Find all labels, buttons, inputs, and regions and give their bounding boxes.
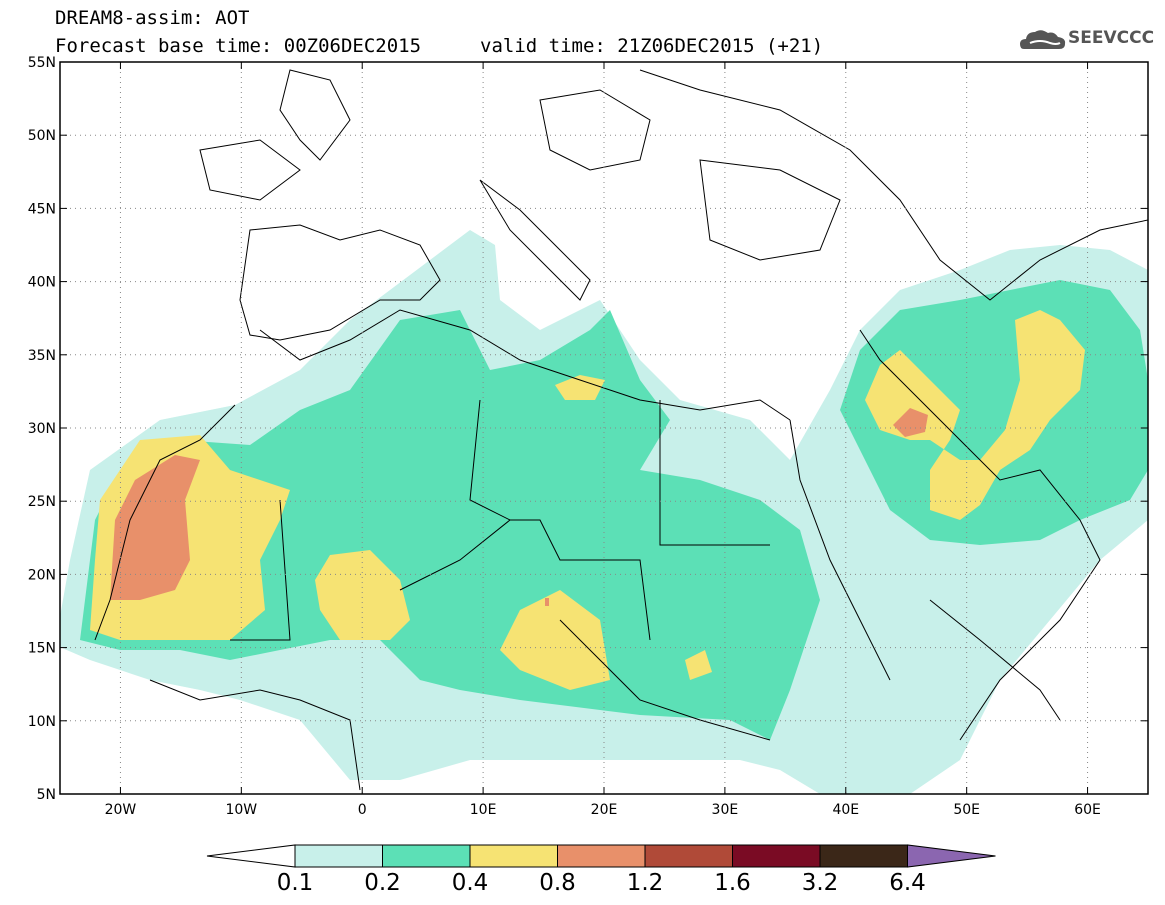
colorbar-segment [294, 844, 383, 868]
longitude-labels: 20W 10W 0 10E 20E 30E 40E 50E 60E [105, 802, 1101, 818]
lat-label: 40N [28, 275, 56, 291]
lon-label: 60E [1074, 802, 1101, 818]
cloud-icon [1020, 30, 1066, 49]
lon-label: 20W [105, 802, 137, 818]
colorbar-segment [819, 844, 908, 868]
lat-label: 20N [28, 567, 56, 583]
colorbar-segment [469, 844, 558, 868]
colorbar-label: 0.4 [451, 870, 489, 896]
lat-label: 35N [28, 348, 56, 364]
colorbar-right-arrow [907, 844, 996, 868]
lon-label: 30E [712, 802, 739, 818]
lon-label: 50E [953, 802, 980, 818]
colorbar-label: 1.6 [714, 870, 751, 896]
lat-label: 15N [28, 641, 56, 657]
lon-label: 40E [832, 802, 859, 818]
lat-label: 45N [28, 201, 56, 217]
lon-label: 10W [225, 802, 257, 818]
colorbar-segment [732, 844, 821, 868]
coastlines [94, 69, 1148, 791]
lat-label: 5N [37, 787, 56, 803]
lat-label: 25N [28, 494, 56, 510]
logo-text: SEEVCCC [1068, 28, 1155, 48]
colorbar-left-arrow [206, 844, 296, 868]
colorbar-segment [382, 844, 471, 868]
aot-contours [60, 230, 1148, 794]
colorbar-label: 0.2 [364, 870, 401, 896]
colorbar-segment [557, 844, 646, 868]
lon-label: 20E [591, 802, 618, 818]
colorbar-label: 0.8 [539, 870, 576, 896]
lon-label: 0 [358, 802, 367, 818]
colorbar-segment [644, 844, 733, 868]
colorbar-label: 0.1 [276, 870, 314, 896]
latitude-labels: 55N 50N 45N 40N 35N 30N 25N 20N 15N 10N 5N [28, 55, 56, 803]
lat-label: 10N [28, 714, 56, 730]
axis-ticks [60, 61, 1148, 795]
lat-label: 55N [28, 55, 56, 71]
colorbar [206, 844, 996, 868]
lon-label: 10E [470, 802, 497, 818]
lat-label: 50N [28, 128, 56, 144]
base-time-label: Forecast base time: 00Z06DEC2015 [55, 35, 422, 57]
colorbar-label: 3.2 [801, 870, 839, 896]
colorbar-label: 6.4 [889, 870, 926, 896]
colorbar-label: 1.2 [626, 870, 664, 896]
valid-time-label: valid time: 21Z06DEC2015 (+21) [480, 35, 824, 57]
lat-lon-grid [60, 62, 1148, 794]
chart-title: DREAM8-assim: AOT [55, 7, 250, 29]
lat-label: 30N [28, 421, 56, 437]
